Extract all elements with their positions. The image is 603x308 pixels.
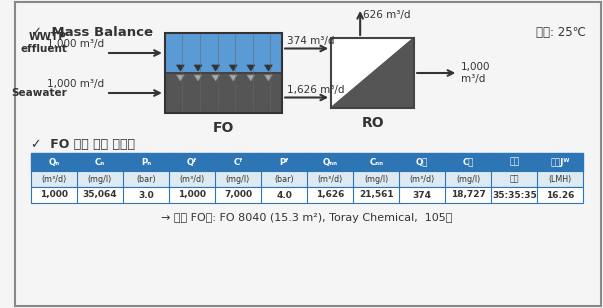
Polygon shape (331, 38, 414, 108)
Text: Qₙ: Qₙ (48, 157, 59, 167)
Polygon shape (212, 65, 219, 71)
Text: 626 m³/d: 626 m³/d (363, 10, 411, 20)
Text: 1,000: 1,000 (40, 191, 68, 200)
Text: 3.0: 3.0 (138, 191, 154, 200)
Text: 1,626: 1,626 (316, 191, 344, 200)
Bar (31, 187, 584, 203)
Text: 1,626 m³/d: 1,626 m³/d (287, 84, 344, 95)
Text: FO: FO (213, 121, 234, 135)
Text: CⲜ: CⲜ (463, 157, 474, 167)
Text: 7,000: 7,000 (224, 191, 252, 200)
Text: 1,000 m³/d: 1,000 m³/d (47, 79, 104, 89)
Polygon shape (247, 75, 254, 81)
Polygon shape (265, 75, 273, 81)
Bar (31, 171, 584, 187)
Text: (m³/d): (m³/d) (179, 175, 204, 184)
FancyBboxPatch shape (165, 73, 282, 113)
Bar (165, 33, 282, 113)
Text: (mg/l): (mg/l) (226, 175, 250, 184)
Polygon shape (177, 75, 185, 81)
Polygon shape (229, 65, 237, 71)
Text: (mg/l): (mg/l) (364, 175, 388, 184)
Text: WWTP
effluent: WWTP effluent (20, 32, 67, 54)
Text: (LMH): (LMH) (549, 175, 572, 184)
Polygon shape (265, 65, 273, 71)
Text: QⲜ: QⲜ (416, 157, 428, 167)
Text: (m³/d): (m³/d) (318, 175, 343, 184)
FancyBboxPatch shape (165, 33, 282, 73)
Text: 모듈: 모듈 (509, 157, 519, 167)
Text: (m³/d): (m³/d) (41, 175, 66, 184)
Text: ✓  FO 상세 설계 데이터: ✓ FO 상세 설계 데이터 (31, 138, 134, 151)
Polygon shape (247, 65, 254, 71)
Text: 18,727: 18,727 (451, 191, 486, 200)
Text: (mg/l): (mg/l) (456, 175, 481, 184)
Text: 21,561: 21,561 (359, 191, 394, 200)
Text: Cₙₙ: Cₙₙ (369, 157, 383, 167)
Bar (331, 38, 414, 108)
Text: 평균Jᵂ: 평균Jᵂ (551, 157, 570, 167)
Text: 374 m³/d: 374 m³/d (287, 35, 335, 46)
Text: ✓  Mass Balance: ✓ Mass Balance (31, 26, 153, 39)
Polygon shape (194, 75, 202, 81)
Polygon shape (229, 75, 237, 81)
Text: Cₙ: Cₙ (95, 157, 105, 167)
Text: 온도: 25℃: 온도: 25℃ (535, 26, 586, 39)
Text: 1,000: 1,000 (178, 191, 206, 200)
Text: Cᶠ: Cᶠ (233, 157, 243, 167)
Text: Qₙₙ: Qₙₙ (323, 157, 338, 167)
Text: 배열: 배열 (510, 175, 519, 184)
Text: 4.0: 4.0 (276, 191, 292, 200)
Text: 35:35:35: 35:35:35 (492, 191, 537, 200)
Text: (bar): (bar) (274, 175, 294, 184)
Text: Pᶠ: Pᶠ (279, 157, 289, 167)
Text: 1,000 m³/d: 1,000 m³/d (47, 39, 104, 49)
Text: Pₙ: Pₙ (141, 157, 151, 167)
Text: 374: 374 (412, 191, 432, 200)
Text: (mg/l): (mg/l) (87, 175, 112, 184)
Text: RO: RO (361, 116, 384, 130)
Text: Qᶠ: Qᶠ (187, 157, 197, 167)
Text: Seawater: Seawater (11, 88, 67, 98)
Text: (m³/d): (m³/d) (409, 175, 435, 184)
Text: → 사용 FO막: FO 8040 (15.3 m²), Toray Chemical,  105분: → 사용 FO막: FO 8040 (15.3 m²), Toray Chemi… (162, 213, 453, 223)
Polygon shape (177, 65, 185, 71)
Bar (31, 153, 584, 171)
Text: 16.26: 16.26 (546, 191, 575, 200)
Text: 1,000
m³/d: 1,000 m³/d (461, 62, 491, 84)
Text: 35,064: 35,064 (83, 191, 117, 200)
Text: (bar): (bar) (136, 175, 156, 184)
Polygon shape (194, 65, 202, 71)
Polygon shape (331, 38, 414, 108)
Polygon shape (212, 75, 219, 81)
